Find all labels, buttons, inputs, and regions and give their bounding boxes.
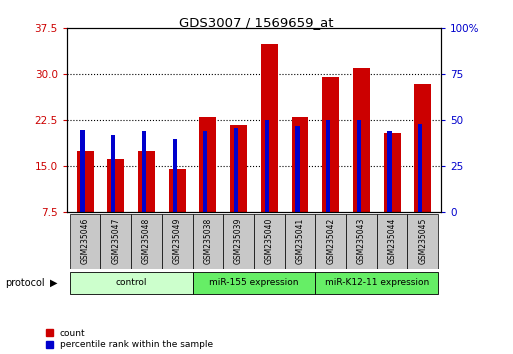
Text: control: control — [115, 278, 147, 287]
Bar — [138, 151, 155, 212]
Bar — [70, 272, 192, 295]
Text: protocol: protocol — [5, 278, 45, 288]
Bar — [295, 126, 300, 212]
Text: miR-155 expression: miR-155 expression — [209, 278, 299, 287]
Bar — [192, 214, 223, 269]
Bar — [200, 117, 216, 212]
Bar — [353, 68, 370, 212]
Text: GSM235039: GSM235039 — [234, 217, 243, 264]
Text: GDS3007 / 1569659_at: GDS3007 / 1569659_at — [179, 16, 334, 29]
Bar — [357, 120, 361, 212]
Bar — [387, 131, 391, 212]
Bar — [203, 131, 207, 212]
Bar — [418, 124, 422, 212]
Bar — [407, 214, 438, 269]
Bar — [377, 214, 407, 269]
Bar — [285, 214, 315, 269]
Text: GSM235042: GSM235042 — [326, 217, 335, 264]
Bar — [107, 159, 124, 212]
Bar — [81, 130, 85, 212]
Bar — [322, 78, 339, 212]
Text: GSM235043: GSM235043 — [357, 217, 366, 264]
Text: GSM235044: GSM235044 — [387, 217, 397, 264]
Text: GSM235046: GSM235046 — [81, 217, 90, 264]
Bar — [101, 214, 131, 269]
Bar — [265, 120, 269, 212]
Text: GSM235045: GSM235045 — [418, 217, 427, 264]
Text: GSM235041: GSM235041 — [295, 217, 305, 264]
Text: GSM235047: GSM235047 — [111, 217, 121, 264]
Bar — [291, 117, 308, 212]
Bar — [254, 214, 285, 269]
Bar — [261, 44, 278, 212]
Legend: count, percentile rank within the sample: count, percentile rank within the sample — [46, 329, 213, 349]
Text: GSM235038: GSM235038 — [203, 217, 212, 264]
Bar — [234, 128, 238, 212]
Bar — [346, 214, 377, 269]
Bar — [169, 170, 186, 212]
Bar — [230, 125, 247, 212]
Bar — [192, 272, 315, 295]
Bar — [315, 214, 346, 269]
Bar — [131, 214, 162, 269]
Bar — [326, 120, 330, 212]
Bar — [142, 131, 146, 212]
Bar — [111, 135, 115, 212]
Bar — [315, 272, 438, 295]
Bar — [223, 214, 254, 269]
Bar — [70, 214, 101, 269]
Bar — [76, 151, 93, 212]
Bar — [384, 133, 401, 212]
Bar — [415, 84, 431, 212]
Text: GSM235049: GSM235049 — [173, 217, 182, 264]
Text: GSM235048: GSM235048 — [142, 217, 151, 264]
Text: miR-K12-11 expression: miR-K12-11 expression — [325, 278, 429, 287]
Text: ▶: ▶ — [50, 278, 57, 288]
Bar — [172, 139, 177, 212]
Text: GSM235040: GSM235040 — [265, 217, 274, 264]
Bar — [162, 214, 192, 269]
